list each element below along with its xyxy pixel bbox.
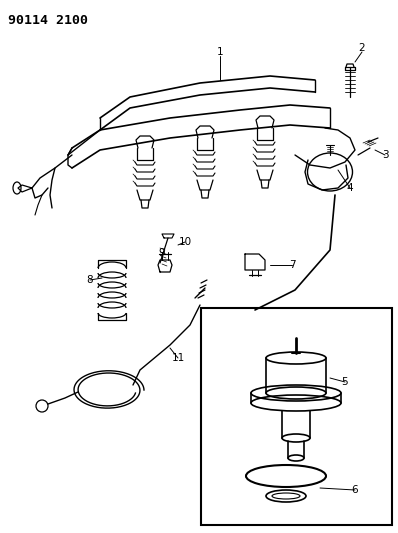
Text: 5: 5 (342, 377, 348, 387)
Text: 11: 11 (172, 353, 185, 363)
Text: 6: 6 (352, 485, 358, 495)
Text: 3: 3 (382, 150, 388, 160)
Text: 1: 1 (217, 47, 223, 57)
Text: 10: 10 (178, 237, 191, 247)
Text: 90114 2100: 90114 2100 (8, 14, 88, 27)
Bar (201, 308, 392, 525)
Text: 8: 8 (87, 275, 93, 285)
Text: 9: 9 (159, 248, 165, 258)
Text: 4: 4 (347, 183, 353, 193)
Text: 2: 2 (359, 43, 365, 53)
Text: 7: 7 (289, 260, 295, 270)
